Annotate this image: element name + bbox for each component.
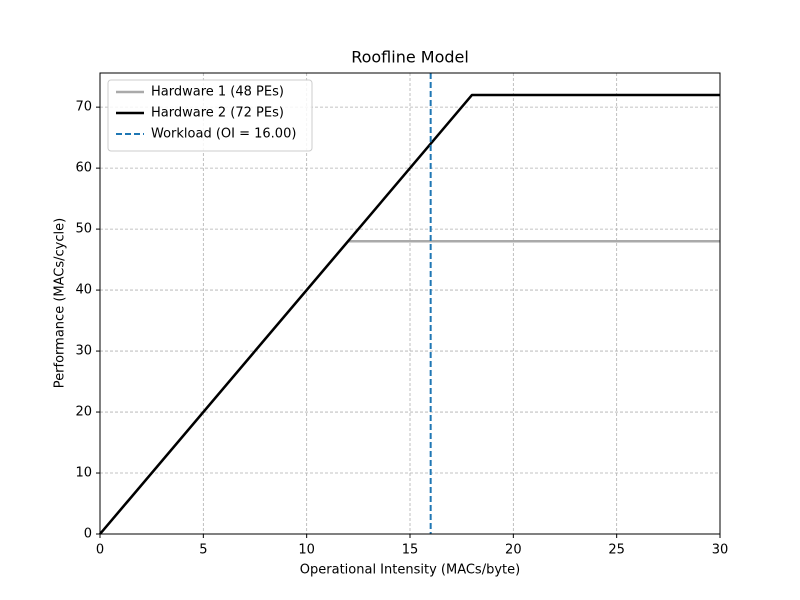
plot-frame xyxy=(99,72,721,535)
y-tick-label: 40 xyxy=(75,283,92,298)
y-tick-label: 30 xyxy=(75,344,92,359)
y-axis-label: Performance (MACs/cycle) xyxy=(53,218,68,388)
x-axis-label: Operational Intensity (MACs/byte) xyxy=(300,563,520,578)
legend-label: Hardware 2 (72 PEs) xyxy=(151,106,284,121)
y-tick-label: 50 xyxy=(75,222,92,237)
x-tick-label: 10 xyxy=(298,543,315,558)
series-line xyxy=(99,93,720,535)
chart-title: Roofline Model xyxy=(351,48,469,67)
legend-label: Hardware 1 (48 PEs) xyxy=(151,85,284,100)
x-tick-label: 5 xyxy=(199,543,207,558)
x-tick-label: 15 xyxy=(402,543,419,558)
x-tick-label: 20 xyxy=(505,543,522,558)
x-tick-label: 25 xyxy=(608,543,625,558)
y-tick-label: 20 xyxy=(75,405,92,420)
y-tick-label: 60 xyxy=(75,161,92,176)
y-tick-label: 0 xyxy=(84,527,92,542)
x-tick-label: 30 xyxy=(712,543,729,558)
y-tick-label: 70 xyxy=(75,100,92,115)
legend-box xyxy=(107,79,313,152)
x-tick-label: 0 xyxy=(96,543,104,558)
legend-label: Workload (OI = 16.00) xyxy=(151,127,296,142)
y-tick-label: 10 xyxy=(75,466,92,481)
